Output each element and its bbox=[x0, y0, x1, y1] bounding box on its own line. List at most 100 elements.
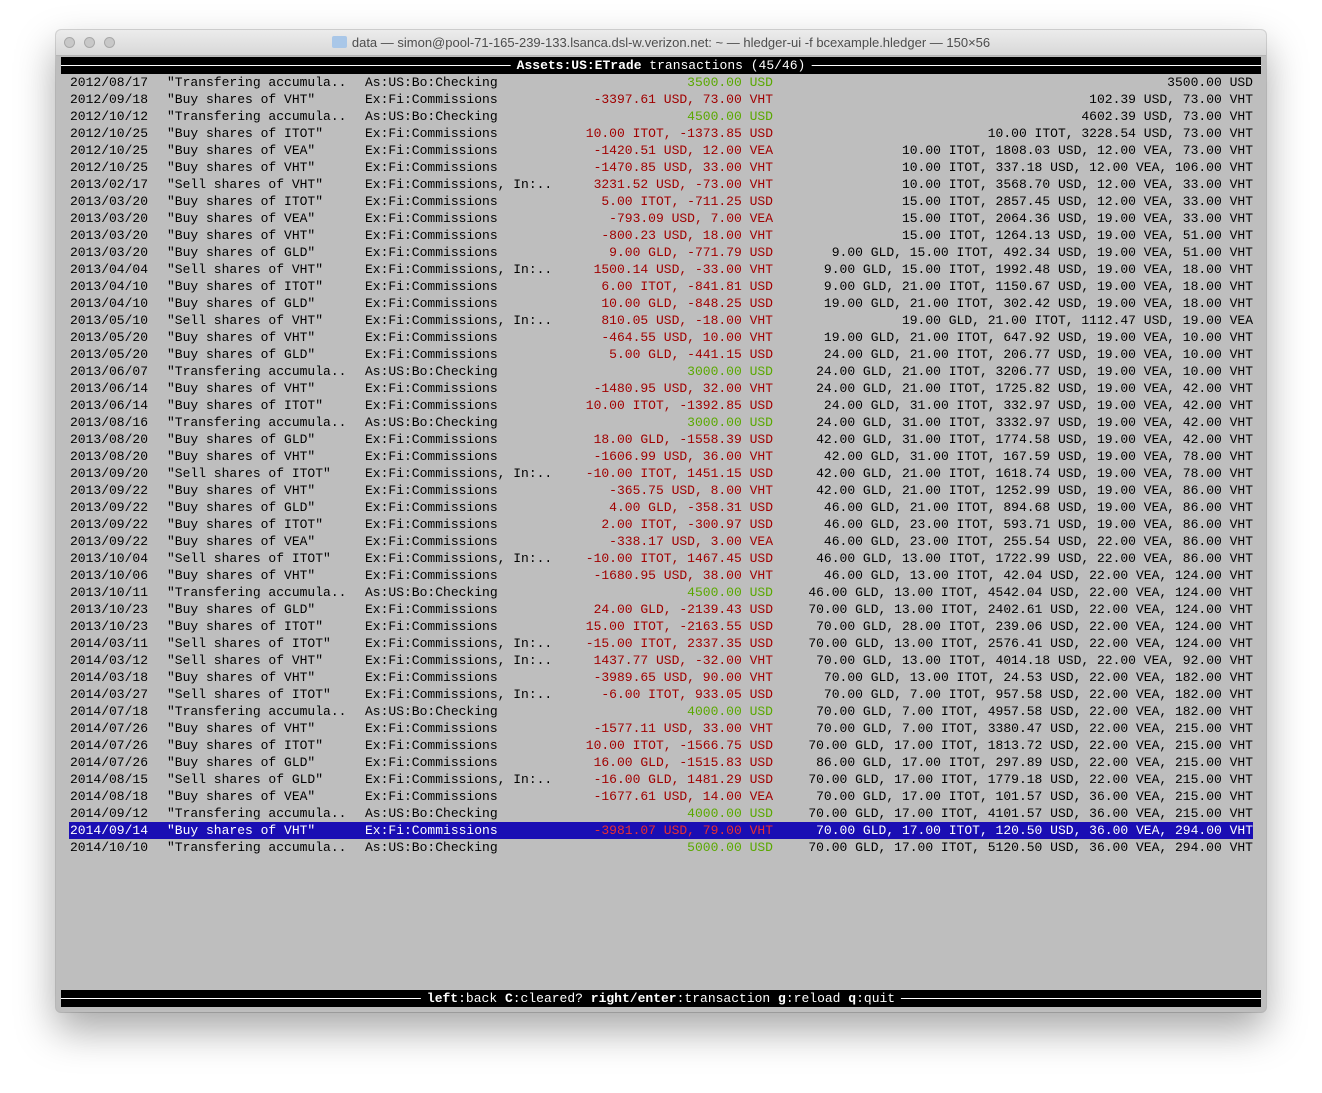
change-cell: 3000.00 USD bbox=[687, 364, 773, 379]
account-cell: Ex:Fi:Commissions, In:.. bbox=[365, 551, 553, 566]
account-cell: Ex:Fi:Commissions bbox=[365, 738, 498, 753]
table-row[interactable]: 2013/06/14 "Buy shares of ITOT" Ex:Fi:Comm… bbox=[61, 397, 1261, 414]
table-row[interactable]: 2013/05/10 "Sell shares of VHT" Ex:Fi:Comm… bbox=[61, 312, 1261, 329]
change-cell: 5000.00 USD bbox=[687, 840, 773, 855]
header-suffix: transactions (45/46) bbox=[641, 58, 806, 73]
balance-cell: 19.00 GLD, 21.00 ITOT, 302.42 USD, 19.00… bbox=[823, 296, 1253, 311]
table-row[interactable]: 2014/10/10 "Transfering accumula.. As:US:B… bbox=[61, 839, 1261, 856]
table-row[interactable]: 2014/08/15 "Sell shares of GLD" Ex:Fi:Comm… bbox=[61, 771, 1261, 788]
zoom-button[interactable] bbox=[104, 37, 115, 48]
table-row[interactable]: 2012/09/18 "Buy shares of VHT" Ex:Fi:Commi… bbox=[61, 91, 1261, 108]
table-row[interactable]: 2013/08/20 "Buy shares of GLD" Ex:Fi:Commi… bbox=[61, 431, 1261, 448]
account-cell: Ex:Fi:Commissions bbox=[365, 449, 498, 464]
table-row[interactable]: 2013/09/22 "Buy shares of VHT" Ex:Fi:Commi… bbox=[61, 482, 1261, 499]
account-cell: Ex:Fi:Commissions bbox=[365, 619, 498, 634]
account-cell: Ex:Fi:Commissions bbox=[365, 330, 498, 345]
table-row[interactable]: 2012/10/25 "Buy shares of ITOT" Ex:Fi:Comm… bbox=[61, 125, 1261, 142]
table-row[interactable]: 2014/03/11 "Sell shares of ITOT" Ex:Fi:Com… bbox=[61, 635, 1261, 652]
balance-cell: 15.00 ITOT, 2857.45 USD, 12.00 VEA, 33.0… bbox=[901, 194, 1253, 209]
date-cell: 2013/10/06 bbox=[70, 568, 149, 583]
table-row[interactable]: 2014/09/12 "Transfering accumula.. As:US:B… bbox=[61, 805, 1261, 822]
date-cell: 2013/09/22 bbox=[70, 500, 149, 515]
change-cell: 1437.77 USD, -32.00 VHT bbox=[593, 653, 773, 668]
table-row[interactable]: 2013/10/04 "Sell shares of ITOT" Ex:Fi:Com… bbox=[61, 550, 1261, 567]
change-cell: -10.00 ITOT, 1467.45 USD bbox=[585, 551, 773, 566]
header-title: Assets:US:ETrade transactions (45/46) bbox=[510, 57, 812, 74]
table-row[interactable]: 2013/06/14 "Buy shares of VHT" Ex:Fi:Commi… bbox=[61, 380, 1261, 397]
description-cell: "Transfering accumula.. bbox=[167, 415, 347, 430]
table-row[interactable]: 2012/10/12 "Transfering accumula.. As:US:B… bbox=[61, 108, 1261, 125]
account-cell: Ex:Fi:Commissions bbox=[365, 381, 498, 396]
account-cell: Ex:Fi:Commissions bbox=[365, 432, 498, 447]
description-cell: "Buy shares of GLD" bbox=[167, 245, 316, 260]
change-cell: 3231.52 USD, -73.00 VHT bbox=[593, 177, 773, 192]
description-cell: "Sell shares of ITOT" bbox=[167, 636, 331, 651]
date-cell: 2013/09/22 bbox=[70, 517, 149, 532]
description-cell: "Sell shares of GLD" bbox=[167, 772, 324, 787]
date-cell: 2013/03/20 bbox=[70, 194, 149, 209]
table-row[interactable]: 2014/03/12 "Sell shares of VHT" Ex:Fi:Comm… bbox=[61, 652, 1261, 669]
table-row[interactable]: 2013/03/20 "Buy shares of VHT" Ex:Fi:Commi… bbox=[61, 227, 1261, 244]
description-cell: "Transfering accumula.. bbox=[167, 840, 347, 855]
footer-bar: left:back C:cleared? right/enter:transac… bbox=[61, 990, 1261, 1007]
account-cell: Ex:Fi:Commissions bbox=[365, 211, 498, 226]
table-row[interactable]: 2012/10/25 "Buy shares of VEA" Ex:Fi:Commi… bbox=[61, 142, 1261, 159]
table-row-selected[interactable]: 2014/09/14 "Buy shares of VHT" Ex:Fi:Commi… bbox=[69, 822, 1253, 839]
table-row[interactable]: 2013/02/17 "Sell shares of VHT" Ex:Fi:Comm… bbox=[61, 176, 1261, 193]
account-cell: As:US:Bo:Checking bbox=[365, 585, 498, 600]
balance-cell: 102.39 USD, 73.00 VHT bbox=[1089, 92, 1253, 107]
date-cell: 2014/07/18 bbox=[70, 704, 149, 719]
table-row[interactable]: 2013/08/20 "Buy shares of VHT" Ex:Fi:Commi… bbox=[61, 448, 1261, 465]
account-cell: Ex:Fi:Commissions bbox=[365, 126, 498, 141]
table-row[interactable]: 2013/04/04 "Sell shares of VHT" Ex:Fi:Comm… bbox=[61, 261, 1261, 278]
table-row[interactable]: 2014/03/18 "Buy shares of VHT" Ex:Fi:Commi… bbox=[61, 669, 1261, 686]
table-row[interactable]: 2013/04/10 "Buy shares of GLD" Ex:Fi:Commi… bbox=[61, 295, 1261, 312]
description-cell: "Buy shares of ITOT" bbox=[167, 398, 324, 413]
date-cell: 2013/05/20 bbox=[70, 330, 149, 345]
description-cell: "Buy shares of VHT" bbox=[167, 568, 316, 583]
account-cell: As:US:Bo:Checking bbox=[365, 704, 498, 719]
change-cell: -338.17 USD, 3.00 VEA bbox=[609, 534, 773, 549]
table-row[interactable]: 2014/07/26 "Buy shares of ITOT" Ex:Fi:Comm… bbox=[61, 737, 1261, 754]
change-cell: -1606.99 USD, 36.00 VHT bbox=[593, 449, 773, 464]
table-row[interactable]: 2012/10/25 "Buy shares of VHT" Ex:Fi:Commi… bbox=[61, 159, 1261, 176]
change-cell: 16.00 GLD, -1515.83 USD bbox=[593, 755, 773, 770]
description-cell: "Transfering accumula.. bbox=[167, 585, 347, 600]
table-row[interactable]: 2014/07/26 "Buy shares of GLD" Ex:Fi:Commi… bbox=[61, 754, 1261, 771]
table-row[interactable]: 2013/09/20 "Sell shares of ITOT" Ex:Fi:Com… bbox=[61, 465, 1261, 482]
keybinding-g: g:reload bbox=[778, 991, 840, 1006]
table-row[interactable]: 2013/04/10 "Buy shares of ITOT" Ex:Fi:Comm… bbox=[61, 278, 1261, 295]
close-button[interactable] bbox=[64, 37, 75, 48]
minimize-button[interactable] bbox=[84, 37, 95, 48]
table-row[interactable]: 2013/10/23 "Buy shares of ITOT" Ex:Fi:Comm… bbox=[61, 618, 1261, 635]
table-row[interactable]: 2013/10/11 "Transfering accumula.. As:US:B… bbox=[61, 584, 1261, 601]
window-title: data — simon@pool-71-165-239-133.lsanca.… bbox=[56, 35, 1266, 50]
table-row[interactable]: 2013/05/20 "Buy shares of GLD" Ex:Fi:Commi… bbox=[61, 346, 1261, 363]
table-row[interactable]: 2013/09/22 "Buy shares of ITOT" Ex:Fi:Comm… bbox=[61, 516, 1261, 533]
table-row[interactable]: 2012/08/17 "Transfering accumula.. As:US:B… bbox=[61, 74, 1261, 91]
account-cell: Ex:Fi:Commissions bbox=[365, 534, 498, 549]
table-row[interactable]: 2013/05/20 "Buy shares of VHT" Ex:Fi:Commi… bbox=[61, 329, 1261, 346]
table-row[interactable]: 2014/07/26 "Buy shares of VHT" Ex:Fi:Commi… bbox=[61, 720, 1261, 737]
table-row[interactable]: 2014/03/27 "Sell shares of ITOT" Ex:Fi:Com… bbox=[61, 686, 1261, 703]
account-cell: Ex:Fi:Commissions, In:.. bbox=[365, 636, 553, 651]
table-row[interactable]: 2013/09/22 "Buy shares of GLD" Ex:Fi:Commi… bbox=[61, 499, 1261, 516]
table-row[interactable]: 2013/06/07 "Transfering accumula.. As:US:B… bbox=[61, 363, 1261, 380]
hledger-ui-screen[interactable]: Assets:US:ETrade transactions (45/46) 20… bbox=[61, 56, 1261, 1007]
table-row[interactable]: 2013/03/20 "Buy shares of VEA" Ex:Fi:Commi… bbox=[61, 210, 1261, 227]
table-row[interactable]: 2013/10/23 "Buy shares of GLD" Ex:Fi:Commi… bbox=[61, 601, 1261, 618]
table-row[interactable]: 2013/08/16 "Transfering accumula.. As:US:B… bbox=[61, 414, 1261, 431]
table-row[interactable]: 2013/03/20 "Buy shares of GLD" Ex:Fi:Commi… bbox=[61, 244, 1261, 261]
table-row[interactable]: 2013/10/06 "Buy shares of VHT" Ex:Fi:Commi… bbox=[61, 567, 1261, 584]
account-cell: Ex:Fi:Commissions, In:.. bbox=[365, 687, 553, 702]
table-row[interactable]: 2013/09/22 "Buy shares of VEA" Ex:Fi:Commi… bbox=[61, 533, 1261, 550]
account-cell: Ex:Fi:Commissions, In:.. bbox=[365, 313, 553, 328]
change-cell: 2.00 ITOT, -300.97 USD bbox=[601, 517, 773, 532]
description-cell: "Buy shares of VHT" bbox=[167, 160, 316, 175]
change-cell: -1470.85 USD, 33.00 VHT bbox=[593, 160, 773, 175]
table-row[interactable]: 2014/07/18 "Transfering accumula.. As:US:B… bbox=[61, 703, 1261, 720]
table-row[interactable]: 2013/03/20 "Buy shares of ITOT" Ex:Fi:Comm… bbox=[61, 193, 1261, 210]
key-action: :transaction bbox=[676, 991, 771, 1006]
table-row[interactable]: 2014/08/18 "Buy shares of VEA" Ex:Fi:Commi… bbox=[61, 788, 1261, 805]
account-cell: Ex:Fi:Commissions bbox=[365, 568, 498, 583]
